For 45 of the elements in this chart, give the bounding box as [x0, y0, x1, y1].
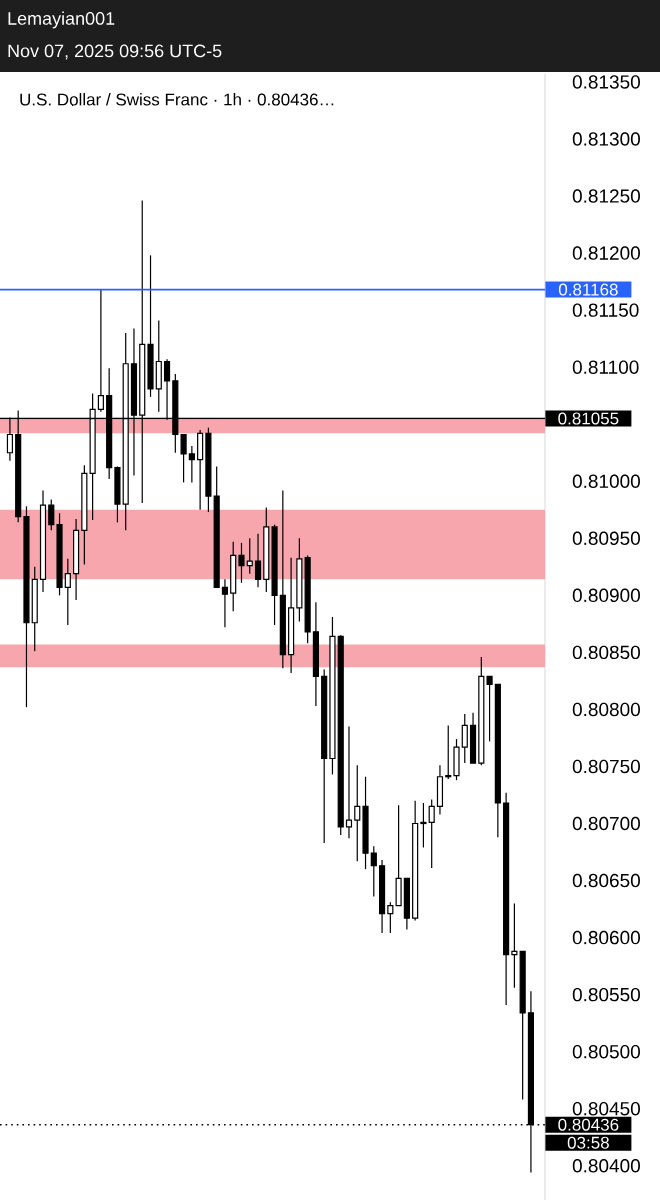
y-tick-label: 0.80600	[572, 930, 640, 945]
candlestick	[445, 724, 452, 780]
y-tick-label: 0.80650	[572, 873, 640, 888]
y-tick-label: 0.80850	[572, 645, 640, 660]
y-tick-label: 0.81300	[572, 132, 640, 146]
y-tick-label: 0.80400	[572, 1159, 640, 1173]
candlestick	[387, 901, 394, 934]
text: U.S. Dollar / Swiss Franc · 1h · 0.80436…	[20, 93, 334, 106]
y-tick-label: 0.80700	[572, 816, 640, 831]
candlestick	[345, 725, 353, 839]
y-tick-label: 0.81250	[572, 189, 640, 203]
text: 03:58	[567, 1136, 609, 1149]
candlestick	[221, 578, 229, 628]
candlestick	[420, 802, 427, 849]
candlestick	[428, 798, 435, 869]
candlestick	[64, 558, 71, 626]
y-tick-label: 0.80550	[572, 987, 640, 1002]
ref-line-label: 0.81168	[558, 283, 618, 296]
y-tick-label: 0.81200	[572, 246, 640, 260]
candlestick	[254, 533, 262, 588]
y-tick-label: 0.80450	[572, 1102, 640, 1116]
y-tick-label: 0.80800	[572, 702, 640, 717]
y-tick-label: 0.81000	[572, 474, 640, 488]
candlestick	[246, 537, 253, 575]
y-tick-label: 0.80750	[572, 759, 640, 774]
y-tick-label: 0.81350	[572, 75, 640, 89]
candlestick	[97, 289, 104, 413]
candlestick	[180, 433, 187, 483]
candlestick	[48, 498, 55, 531]
candlestick	[461, 713, 468, 764]
y-tick-label: 0.81100	[572, 360, 639, 374]
candlestick	[511, 902, 518, 989]
candlestick	[188, 445, 195, 483]
ref-line-label: 0.80436	[558, 1118, 619, 1131]
y-tick-label: 0.81150	[572, 303, 639, 317]
text: Lemayian001	[8, 11, 115, 29]
ref-line-label: 0.81055	[558, 412, 619, 425]
y-tick-label: 0.80500	[572, 1044, 640, 1059]
text: Nov 07, 2025 09:56 UTC-5	[8, 44, 222, 60]
candlestick	[486, 675, 493, 742]
y-tick-label: 0.80900	[572, 588, 640, 603]
candlestick	[238, 542, 245, 584]
candlestick	[370, 845, 377, 898]
candlestick	[354, 764, 361, 862]
y-tick-label: 0.80950	[572, 531, 640, 546]
